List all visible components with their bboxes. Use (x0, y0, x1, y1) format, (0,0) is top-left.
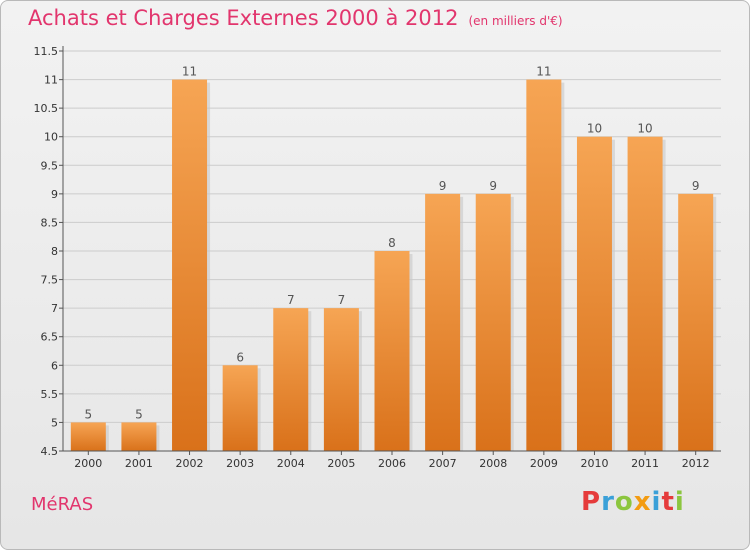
proxiti-logo: Proxiti (581, 487, 685, 517)
y-tick-label: 5 (51, 416, 58, 429)
y-tick-label: 9 (51, 188, 58, 201)
logo-letter: P (581, 487, 602, 517)
x-tick-label: 2000 (74, 457, 102, 470)
bar-2006 (374, 251, 410, 451)
y-tick-label: 7.5 (41, 274, 59, 287)
bar-2000 (70, 422, 106, 451)
bars: 5 5 11 6 7 7 8 9 9 11 10 10 9 (70, 65, 717, 452)
y-tick-label: 9.5 (41, 159, 59, 172)
data-label: 10 (587, 122, 602, 136)
x-tick-label: 2011 (631, 457, 659, 470)
data-label: 11 (182, 65, 197, 79)
bar-2005 (323, 308, 359, 451)
data-label: 8 (388, 236, 396, 250)
y-tick-label: 8 (51, 245, 58, 258)
y-tick-label: 4.5 (41, 445, 59, 458)
y-tick-label: 6 (51, 359, 58, 372)
logo-letter: i (674, 487, 685, 517)
x-tick-label: 2006 (378, 457, 406, 470)
logo-letter: t (661, 487, 675, 517)
data-label: 5 (84, 407, 92, 421)
bar-2007 (425, 193, 461, 451)
data-label: 11 (536, 65, 551, 79)
y-tick-label: 5.5 (41, 388, 59, 401)
bar-2002 (172, 79, 208, 452)
bar-2009 (526, 79, 562, 452)
bar-2001 (121, 422, 157, 451)
x-tick-label: 2003 (226, 457, 254, 470)
chart-subtitle: (en milliers d'€) (468, 14, 563, 28)
data-label: 7 (287, 293, 295, 307)
logo-letter: x (633, 487, 652, 517)
x-tick-label: 2008 (479, 457, 507, 470)
data-label: 7 (338, 293, 346, 307)
data-label: 9 (692, 179, 700, 193)
bar-2008 (475, 193, 511, 451)
y-tick-label: 10 (44, 131, 58, 144)
bar-2011 (627, 136, 663, 451)
data-label: 5 (135, 407, 143, 421)
bar-2003 (222, 365, 258, 451)
logo-letter: o (614, 487, 634, 517)
bar-2004 (273, 308, 309, 451)
chart-title: Achats et Charges Externes 2000 à 2012 (e… (28, 6, 563, 30)
axes: 4.5 5 5.5 6 6.5 7 7.5 8 8.5 9 9.5 10 10.5 11 11.5 2000 2… (34, 45, 721, 470)
y-tick-label: 6.5 (41, 331, 59, 344)
x-tick-label: 2001 (125, 457, 153, 470)
x-tick-label: 2007 (429, 457, 457, 470)
x-tick-label: 2005 (327, 457, 355, 470)
data-label: 9 (439, 179, 447, 193)
y-tick-label: 11.5 (34, 45, 59, 58)
bar-2010 (576, 136, 612, 451)
y-tick-label: 10.5 (34, 102, 59, 115)
chart-title-text: Achats et Charges Externes 2000 à 2012 (28, 6, 459, 30)
x-tick-label: 2004 (277, 457, 305, 470)
data-label: 9 (489, 179, 497, 193)
logo-letter: r (601, 487, 615, 517)
x-tick-label: 2010 (580, 457, 608, 470)
y-tick-label: 8.5 (41, 216, 59, 229)
x-tick-label: 2009 (530, 457, 558, 470)
y-tick-label: 7 (51, 302, 58, 315)
place-name: MéRAS (31, 494, 94, 515)
data-label: 6 (236, 350, 244, 364)
y-tick-label: 11 (44, 74, 58, 87)
logo-letter: i (651, 487, 662, 517)
x-tick-label: 2002 (176, 457, 204, 470)
data-label: 10 (637, 122, 652, 136)
bar-2012 (678, 193, 714, 451)
x-tick-label: 2012 (682, 457, 710, 470)
